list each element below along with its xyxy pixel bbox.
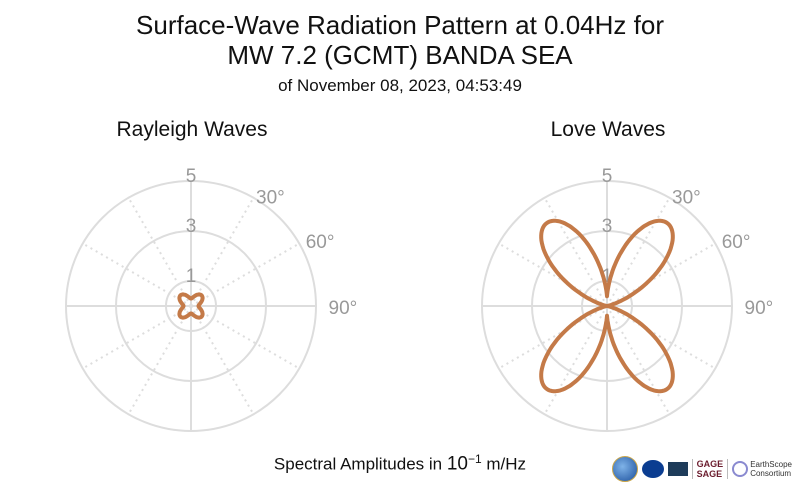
radiation-pattern-curve (177, 292, 205, 320)
nasa-logo-icon (641, 460, 664, 478)
rayleigh-panel-title: Rayleigh Waves (116, 118, 268, 141)
ring-5 (481, 180, 733, 432)
radial-tick-label: 1 (602, 266, 613, 287)
units-exponent: −1 (467, 452, 482, 466)
angle-label: 30° (672, 187, 701, 208)
usgs-logo-icon (667, 462, 688, 476)
title-line-2: MW 7.2 (GCMT) BANDA SEA (227, 40, 573, 70)
consortium-text: Consortium (750, 469, 792, 478)
gage-sage-logo: GAGE SAGE (691, 459, 729, 479)
units-prefix: Spectral Amplitudes in (273, 454, 447, 474)
units-suffix: m/Hz (481, 454, 527, 474)
nsf-logo-icon (611, 456, 638, 482)
sponsor-logos: GAGE SAGE EarthScope Consortium (611, 452, 792, 486)
earthscope-text: EarthScope (750, 460, 792, 469)
earthscope-swirl-icon (732, 461, 749, 477)
units-base: 10 (446, 453, 468, 475)
chart-subtitle: of November 08, 2023, 04:53:49 (278, 76, 522, 95)
ring-1 (165, 280, 217, 332)
ring-5 (65, 180, 317, 432)
angle-label: 30° (256, 187, 285, 208)
radial-tick-label: 5 (602, 166, 613, 187)
radial-tick-label: 1 (186, 266, 197, 287)
title-line-1: Surface-Wave Radiation Pattern at 0.04Hz… (136, 10, 664, 40)
love-panel-title: Love Waves (550, 118, 666, 141)
earthscope-logo: EarthScope Consortium (732, 460, 792, 478)
ring-3 (115, 230, 267, 382)
gage-text: GAGE (696, 459, 724, 469)
angle-label: 90° (745, 298, 774, 319)
ring-1 (581, 280, 633, 332)
rayleigh-polar-plot: 1 3 5 30° 60° 90° (65, 166, 358, 432)
love-polar-plot: 1 3 5 30° 60° 90° (481, 166, 774, 432)
chart-title: Surface-Wave Radiation Pattern at 0.04Hz… (0, 10, 800, 70)
angle-label: 90° (329, 298, 358, 319)
radiation-pattern-curve (539, 218, 675, 394)
amplitude-units-label: Spectral Amplitudes in 10−1 m/Hz (0, 452, 800, 476)
angle-label: 60° (722, 232, 751, 253)
radial-tick-label: 3 (602, 216, 613, 237)
ring-3 (531, 230, 683, 382)
sage-text: SAGE (696, 469, 723, 479)
angle-label: 60° (306, 232, 335, 253)
radial-tick-label: 3 (186, 216, 197, 237)
radial-tick-label: 5 (186, 166, 197, 187)
